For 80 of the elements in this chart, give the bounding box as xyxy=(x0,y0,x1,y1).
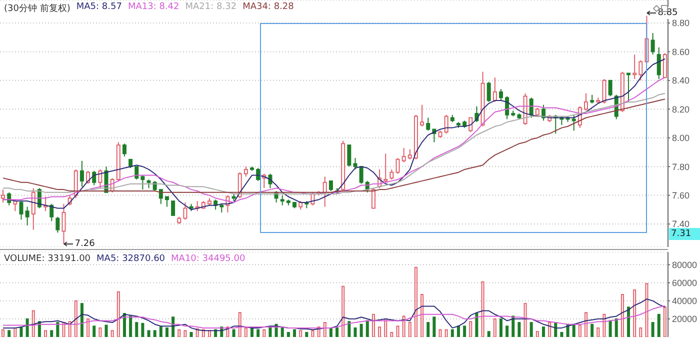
y-tick-label: 80000 xyxy=(672,260,698,270)
text: MA5: 32870.60 xyxy=(96,254,166,264)
bar xyxy=(608,320,612,337)
bar xyxy=(232,329,236,337)
line-series xyxy=(2,298,666,332)
bar xyxy=(141,322,144,337)
bar xyxy=(250,327,254,337)
bar xyxy=(366,320,369,337)
bar xyxy=(268,327,272,337)
text: MA5: 8.57 xyxy=(76,2,122,14)
bar xyxy=(560,332,564,337)
line-series xyxy=(2,305,666,328)
bar xyxy=(456,326,460,337)
bar xyxy=(147,330,150,337)
bar xyxy=(512,316,515,337)
annotation: 7.26 xyxy=(74,238,95,250)
text: MA34: 8.28 xyxy=(242,2,294,14)
bar xyxy=(336,327,339,337)
bar xyxy=(165,327,168,337)
bar xyxy=(92,326,96,337)
y-tick-label: 40000 xyxy=(672,296,698,306)
bar xyxy=(354,327,357,337)
bar xyxy=(463,326,466,337)
bar xyxy=(50,330,54,337)
bar xyxy=(487,331,490,337)
y-tick-label: 7.60 xyxy=(672,190,690,200)
bar xyxy=(348,321,351,337)
bar xyxy=(329,327,332,337)
chart-title: (30分钟 前复权) xyxy=(4,2,70,15)
bar xyxy=(506,326,509,337)
chart-title: VOLUME: 33191.00 xyxy=(4,254,91,264)
y-tick-label: 8.80 xyxy=(672,18,690,28)
y-tick-label: 8.00 xyxy=(672,133,690,144)
bar xyxy=(627,306,630,337)
bar xyxy=(572,324,576,337)
bar xyxy=(614,318,618,337)
y-tick-label: 8.40 xyxy=(672,76,690,86)
bar xyxy=(280,326,284,337)
bar xyxy=(475,312,478,337)
bar xyxy=(135,322,138,337)
bar xyxy=(651,322,654,337)
bar xyxy=(122,312,126,337)
bar xyxy=(530,322,533,337)
y-tick-label: 7.40 xyxy=(672,219,690,230)
bar xyxy=(256,329,260,337)
bar xyxy=(590,324,594,337)
bar xyxy=(450,329,454,337)
text: MA21: 8.32 xyxy=(185,2,237,14)
y-tick-label: 8.60 xyxy=(672,46,690,57)
bar xyxy=(26,318,29,337)
text: MA13: 8.42 xyxy=(128,2,180,14)
bar xyxy=(56,322,60,337)
candlestick xyxy=(656,46,661,80)
bar xyxy=(360,324,363,337)
candlestick xyxy=(650,32,655,56)
bar xyxy=(657,314,660,337)
bar xyxy=(426,322,430,337)
y-tick-label: 7.80 xyxy=(672,162,690,172)
y-tick-label: 8.20 xyxy=(672,104,690,114)
candlestick xyxy=(632,54,637,80)
y-tick-label: 20000 xyxy=(672,314,698,324)
bar xyxy=(499,318,502,337)
bar xyxy=(518,322,521,337)
bar xyxy=(80,303,84,337)
y-tick-label: 60000 xyxy=(672,278,698,288)
bar xyxy=(104,324,108,337)
text: MA10: 34495.00 xyxy=(171,254,246,264)
candlestick xyxy=(322,176,327,208)
bar xyxy=(129,316,132,337)
bar xyxy=(8,330,11,337)
bar xyxy=(293,329,296,337)
bar xyxy=(153,330,156,337)
bar xyxy=(20,326,23,337)
bar xyxy=(542,326,545,337)
bar xyxy=(305,332,308,337)
text: 7.31 xyxy=(669,228,700,240)
bar xyxy=(286,332,290,337)
bar xyxy=(432,316,436,337)
bar xyxy=(159,326,162,337)
bar xyxy=(190,332,193,337)
